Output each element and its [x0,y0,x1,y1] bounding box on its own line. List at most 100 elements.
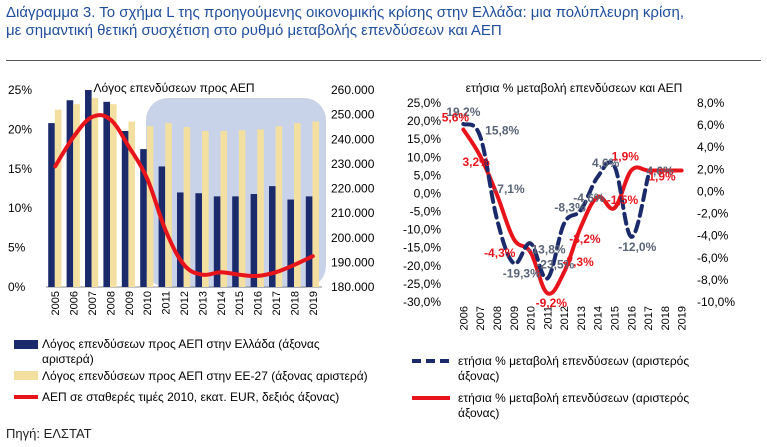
legend-label-eu27: Λόγος επενδύσεων προς ΑΕΠ στην ΕΕ-27 (άξ… [42,369,368,383]
legend-label-gdp-change: ετήσια % μεταβολή επενδύσεων (αριστερός ά… [458,391,689,420]
chart2-x-tick-2019: 2019 [677,306,689,330]
chart2-right-tick-1: -8,0% [697,273,729,287]
chart2-x-tick-2008: 2008 [492,306,504,330]
chart2-right-tick-0: -10,0% [697,295,735,309]
figure-title-line2: με σημαντική θετική συσχέτιση στο ρυθμό … [6,22,502,39]
chart1-left-tick-2: 10% [8,201,32,215]
chart1-bar-eu27-2008 [110,104,117,288]
chart2-right-tick-6: 2,0% [697,162,725,176]
chart2-left-tick-9: 15,0% [407,132,441,146]
chart2-left-tick-7: 5,0% [414,168,442,182]
chart2-right-tick-2: -6,0% [697,251,729,265]
chart2-left-tick-6: 0,0% [414,186,442,200]
chart1-gdp-line [53,113,315,279]
chart1-bar-eu27-2016 [257,129,264,287]
legend-swatch-eu27 [14,371,38,380]
chart2-inv-label-2013: -4,6% [573,191,605,205]
chart1-x-tick-2016: 2016 [253,291,265,315]
chart1-x-tick-2015: 2015 [234,291,246,315]
chart2-x-tick-2013: 2013 [576,306,588,330]
chart2-gdp-label-2006: 5,6% [442,111,470,125]
chart1-x-tick-2009: 2009 [124,291,136,315]
chart1-right-tick-1: 190.000 [331,255,375,269]
chart1-bar-greece-2012 [177,192,184,287]
chart2-left-tick-4: -10,0% [403,223,441,237]
chart2-right-tick-4: -2,0% [697,207,729,221]
chart1-right-tick-6: 240.000 [331,132,375,146]
chart2-inv-label-2006: 19,2% [446,105,480,119]
chart1-x-tick-2007: 2007 [87,291,99,315]
chart1-x-tick-2012: 2012 [179,291,191,315]
chart1-bar-greece-2014 [213,196,221,287]
chart1-bar-greece-2005 [48,123,55,287]
chart1-right-tick-4: 220.000 [331,182,375,196]
chart1-bar-greece-2007 [85,90,92,287]
chart1-x-tick-2019: 2019 [308,291,320,315]
legend-label-gdp: ΑΕΠ σε σταθερές τιμές 2010, εκατ. EUR, δ… [42,390,339,404]
chart1-x-tick-2005: 2005 [50,291,62,315]
chart1-bar-greece-2019 [305,196,313,287]
chart2-right-tick-3: -4,0% [697,229,729,243]
chart1-bar-greece-2017 [269,186,276,287]
chart1-bar-greece-2018 [287,199,295,287]
title-divider [6,60,761,61]
chart1-x-tick-2013: 2013 [197,291,209,315]
chart2-x-tick-2014: 2014 [593,306,605,330]
chart1-x-tick-2011: 2011 [161,291,173,315]
chart2-gdp-label-2011: -9,2% [536,296,568,310]
chart1-x-tick-2017: 2017 [271,291,283,315]
chart2-gdp-label-2015: -1,5% [607,193,639,207]
chart1-bar-eu27-2005 [54,109,62,287]
chart1-x-tick-2010: 2010 [142,291,154,315]
chart1-bar-greece-2015 [232,196,239,287]
figure-title: Διάγραμμα 3. Το σχήμα L της προηγούμενης… [6,4,766,40]
chart1-x-tick-2008: 2008 [105,291,117,315]
chart1-bar-eu27-2011 [165,123,172,287]
chart2-x-tick-2018: 2018 [660,306,672,330]
chart1-left-tick-5: 25% [8,83,32,97]
chart2-gdp-label-2007: 3,2% [462,155,490,169]
chart1-right-tick-3: 210.000 [331,206,375,220]
chart2-left-tick-10: 20,0% [407,114,441,128]
legend-label-inv-change: ετήσια % μεταβολή επενδύσεων (αριστερός ά… [458,354,689,383]
chart1-bar-eu27-2010 [146,126,154,287]
chart1-bar-eu27-2007 [91,97,99,287]
chart2-right-tick-7: 4,0% [697,140,725,154]
chart1-bar-eu27-2019 [312,121,320,288]
chart2-x-tick-2017: 2017 [643,306,655,330]
chart2-right-tick-8: 6,0% [697,118,725,132]
chart2-inv-label-2012: -8,3% [554,200,586,214]
chart2-inv-label-2011: -23,5% [536,257,574,271]
source-note: Πηγή: ΕΛΣΤΑΤ [6,426,92,441]
chart1-bar-eu27-2006 [73,104,80,288]
chart2-left-tick-1: -25,0% [403,277,441,291]
chart2-x-tick-2012: 2012 [559,306,571,330]
chart2-x-tick-2006: 2006 [458,306,470,330]
chart1-x-tick-2006: 2006 [69,291,81,315]
chart2-left-tick-11: 25,0% [407,96,441,110]
chart1-right-tick-0: 180.000 [331,280,375,294]
chart2-inv-label-2009: -19,3% [503,266,541,280]
chart2-inv-label-2017: 4,6% [646,164,674,178]
chart2-title: ετήσια % μεταβολή επενδύσεων και ΑΕΠ [466,81,683,95]
chart2-inv-label-2008: -7,1% [493,182,525,196]
chart2-left-tick-5: -5,0% [410,205,442,219]
chart1-bar-eu27-2017 [275,126,283,287]
chart2-inv-label-2007: 15,8% [485,123,519,137]
chart1-left-tick-1: 5% [8,241,26,255]
chart1-left-tick-3: 15% [8,162,32,176]
figure-title-line1: Διάγραμμα 3. Το σχήμα L της προηγούμενης… [6,4,685,21]
chart1-title: Λόγος επενδύσεων προς ΑΕΠ [93,81,254,95]
chart2-x-tick-2010: 2010 [526,306,538,330]
chart2-left-tick-8: 10,0% [407,150,441,164]
chart2-left-tick-3: -15,0% [403,241,441,255]
chart2-left-tick-2: -20,0% [403,259,441,273]
chart1-x-tick-2014: 2014 [216,291,228,315]
chart1-bar-greece-2011 [158,166,166,287]
chart2-inv-label-2016: -12,0% [618,240,656,254]
chart1-bar-greece-2010 [140,149,147,287]
chart2-gdp-change-line [461,127,684,296]
chart2-inv-label-2010: -13,8% [528,242,566,256]
chart1-bar-eu27-2012 [183,127,191,287]
